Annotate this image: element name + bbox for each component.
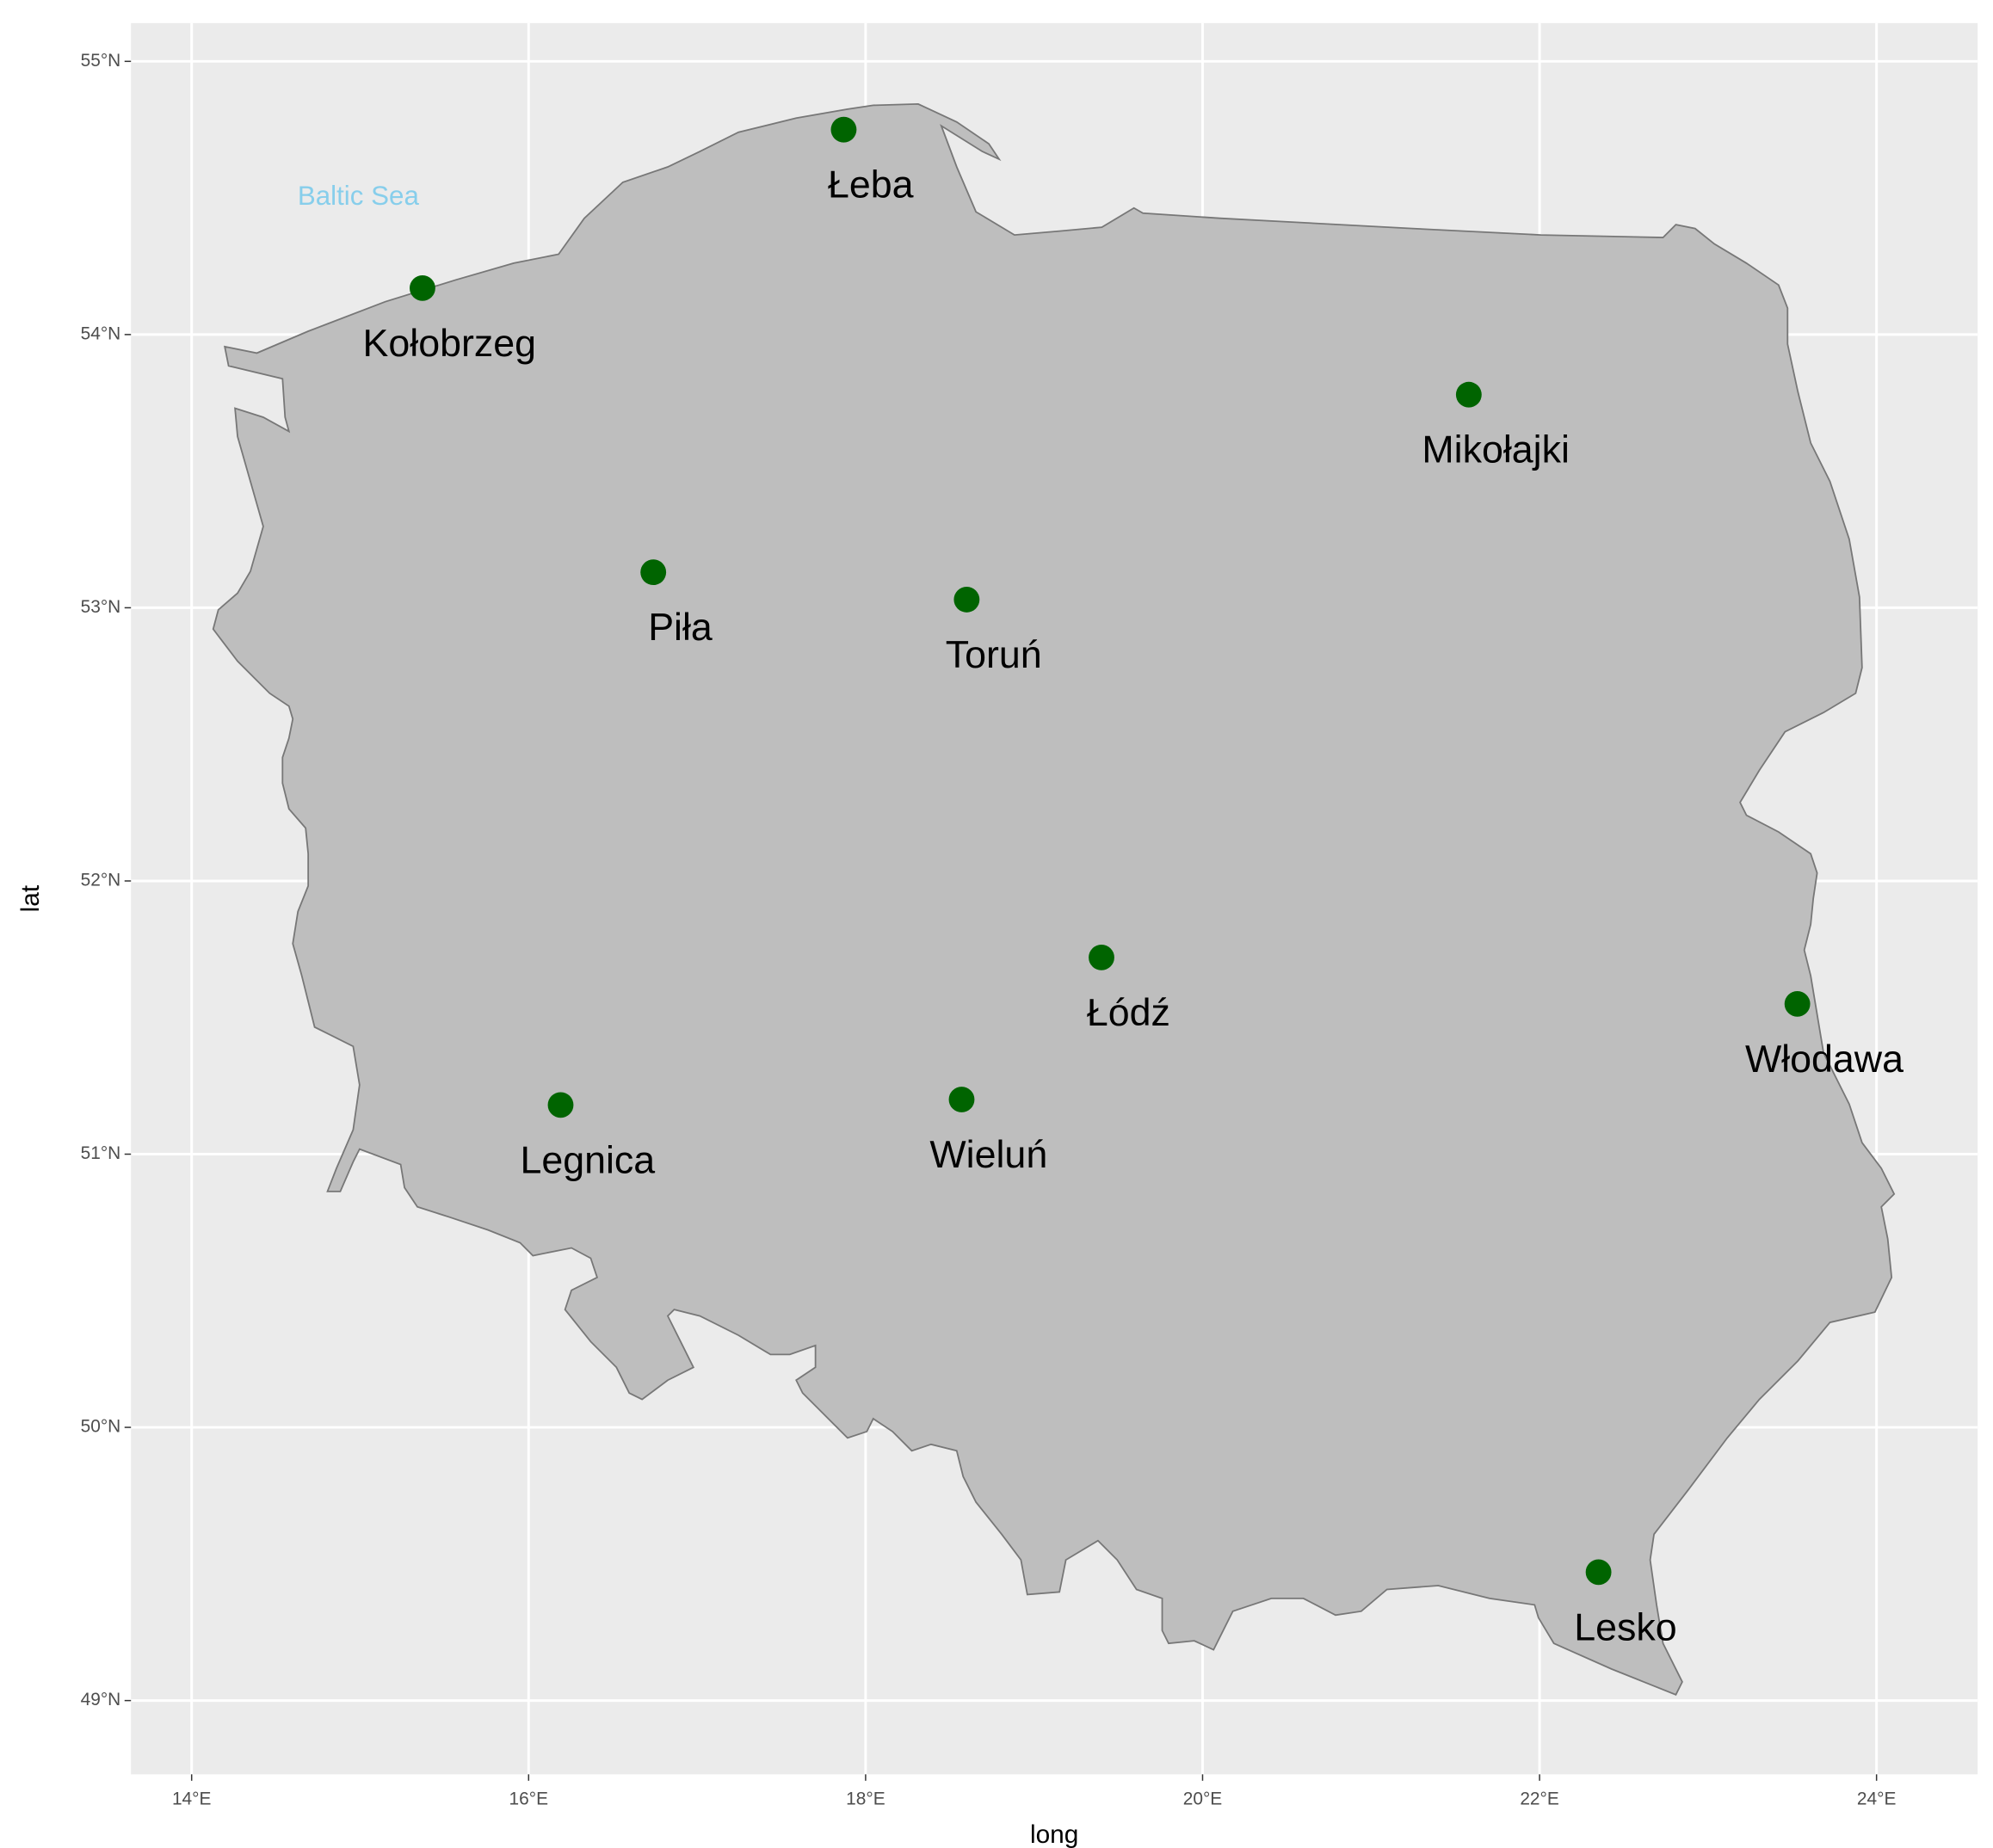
y-axis-title: lat: [16, 884, 45, 912]
city-point: [640, 559, 667, 586]
city-point: [1585, 1559, 1612, 1586]
x-tick-label: 14°E: [172, 1789, 212, 1809]
city-label: Włodawa: [1745, 1038, 1904, 1081]
city-label: Legnica: [520, 1138, 655, 1181]
x-tick-label: 18°E: [846, 1789, 885, 1809]
x-tick-label: 22°E: [1520, 1789, 1559, 1809]
x-tick-label: 24°E: [1857, 1789, 1897, 1809]
city-label: Toruń: [946, 633, 1042, 676]
y-tick-label: 53°N: [81, 597, 121, 617]
y-tick-label: 50°N: [81, 1417, 121, 1437]
city-label: Lesko: [1574, 1605, 1676, 1648]
city-label: Łeba: [828, 163, 914, 206]
city-point: [1455, 381, 1482, 408]
city-point: [410, 274, 435, 301]
city-label: Mikołajki: [1422, 428, 1570, 471]
y-tick-label: 55°N: [81, 51, 121, 71]
city-point: [1784, 990, 1811, 1017]
y-tick-label: 54°N: [81, 323, 121, 343]
city-label: Piła: [648, 606, 713, 649]
city-label: Wieluń: [929, 1133, 1047, 1176]
city-point: [1089, 944, 1114, 970]
annotation: Baltic Sea: [298, 181, 420, 211]
y-tick-label: 52°N: [81, 870, 121, 890]
y-tick-label: 49°N: [81, 1690, 121, 1709]
y-tick-label: 51°N: [81, 1143, 121, 1163]
plot: Baltic Sea long lat 14°E 16°E 18°E 20°E 22°E…: [16, 22, 1978, 1848]
x-tick-label: 16°E: [509, 1789, 549, 1809]
x-tick-label: 20°E: [1183, 1789, 1223, 1809]
poland-outline: [212, 102, 1896, 1696]
city-point: [948, 1087, 975, 1112]
city-point: [953, 586, 980, 613]
city-point: [547, 1092, 574, 1118]
city-label: Kołobrzeg: [363, 322, 537, 365]
city-point: [830, 116, 857, 143]
x-axis-title: long: [1030, 1820, 1078, 1848]
city-label: Łódź: [1087, 991, 1170, 1034]
